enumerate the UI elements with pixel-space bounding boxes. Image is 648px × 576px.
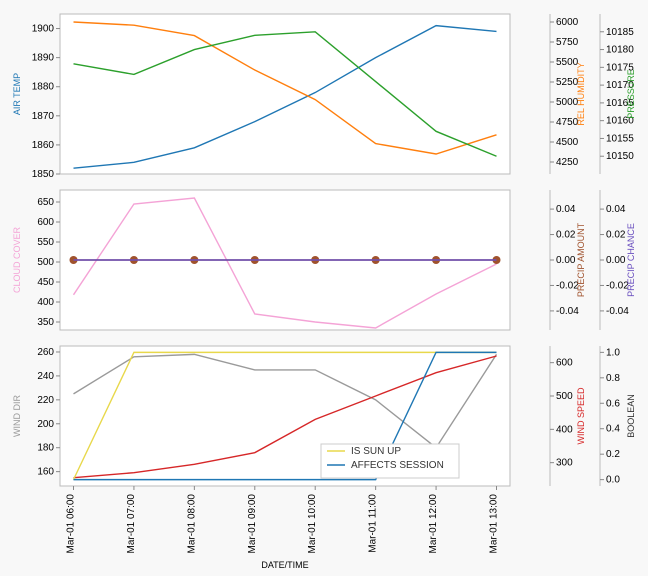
svg-text:550: 550: [37, 237, 54, 248]
svg-text:600: 600: [556, 358, 573, 369]
svg-text:0.0: 0.0: [606, 475, 620, 486]
svg-text:0.02: 0.02: [606, 230, 626, 241]
svg-text:-0.04: -0.04: [556, 306, 579, 317]
svg-text:220: 220: [37, 395, 54, 406]
svg-text:10155: 10155: [606, 133, 634, 144]
svg-text:240: 240: [37, 371, 54, 382]
x-tick-label: Mar-01 07:00: [126, 494, 137, 554]
svg-text:0.02: 0.02: [556, 230, 576, 241]
svg-text:300: 300: [556, 458, 573, 469]
x-axis-label: DATE/TIME: [261, 560, 308, 570]
svg-text:160: 160: [37, 467, 54, 478]
axis-label: AIR TEMP: [12, 73, 22, 115]
x-tick-label: Mar-01 09:00: [247, 494, 258, 554]
svg-text:0.2: 0.2: [606, 449, 620, 460]
svg-text:350: 350: [37, 317, 54, 328]
x-tick-label: Mar-01 06:00: [66, 494, 77, 554]
svg-text:260: 260: [37, 347, 54, 358]
axis-label: WIND DIR: [12, 395, 22, 437]
svg-text:10150: 10150: [606, 151, 634, 162]
axis-label: PRECIP CHANCE: [626, 223, 636, 297]
svg-text:400: 400: [556, 424, 573, 435]
svg-text:500: 500: [556, 391, 573, 402]
svg-text:0.4: 0.4: [606, 424, 620, 435]
svg-text:1870: 1870: [32, 111, 55, 122]
svg-text:180: 180: [37, 443, 54, 454]
axis-label: BOOLEAN: [626, 394, 636, 438]
svg-text:650: 650: [37, 197, 54, 208]
panel-frame: [60, 14, 510, 174]
legend-item: AFFECTS SESSION: [351, 460, 444, 471]
svg-text:1880: 1880: [32, 82, 55, 93]
svg-text:0.00: 0.00: [556, 255, 576, 266]
svg-text:-0.04: -0.04: [606, 306, 629, 317]
svg-text:10180: 10180: [606, 45, 634, 56]
svg-text:4250: 4250: [556, 157, 579, 168]
svg-text:500: 500: [37, 257, 54, 268]
svg-text:5750: 5750: [556, 37, 579, 48]
svg-text:1850: 1850: [32, 169, 55, 180]
svg-text:0.6: 0.6: [606, 398, 620, 409]
svg-text:1860: 1860: [32, 140, 55, 151]
svg-text:0.00: 0.00: [606, 255, 626, 266]
svg-text:200: 200: [37, 419, 54, 430]
x-tick-label: Mar-01 11:00: [368, 494, 379, 553]
svg-text:1.0: 1.0: [606, 347, 620, 358]
axis-label: CLOUD COVER: [12, 226, 22, 293]
svg-text:600: 600: [37, 217, 54, 228]
svg-text:10185: 10185: [606, 27, 634, 38]
svg-text:4500: 4500: [556, 137, 579, 148]
svg-text:450: 450: [37, 277, 54, 288]
svg-text:0.04: 0.04: [606, 204, 626, 215]
x-tick-label: Mar-01 10:00: [307, 494, 318, 554]
svg-text:0.04: 0.04: [556, 204, 576, 215]
x-tick-label: Mar-01 13:00: [489, 494, 500, 554]
svg-text:1890: 1890: [32, 53, 55, 64]
axis-label: PRECIP AMOUNT: [576, 222, 586, 297]
axis-label: REL HUMIDITY: [576, 62, 586, 125]
svg-text:1900: 1900: [32, 24, 55, 35]
axis-label: WIND SPEED: [576, 387, 586, 445]
legend-item: IS SUN UP: [351, 446, 401, 457]
x-tick-label: Mar-01 12:00: [428, 494, 439, 554]
x-tick-label: Mar-01 08:00: [186, 494, 197, 554]
axis-label: PRESSURE: [626, 69, 636, 119]
svg-text:400: 400: [37, 297, 54, 308]
svg-text:6000: 6000: [556, 17, 579, 28]
svg-text:0.8: 0.8: [606, 373, 620, 384]
